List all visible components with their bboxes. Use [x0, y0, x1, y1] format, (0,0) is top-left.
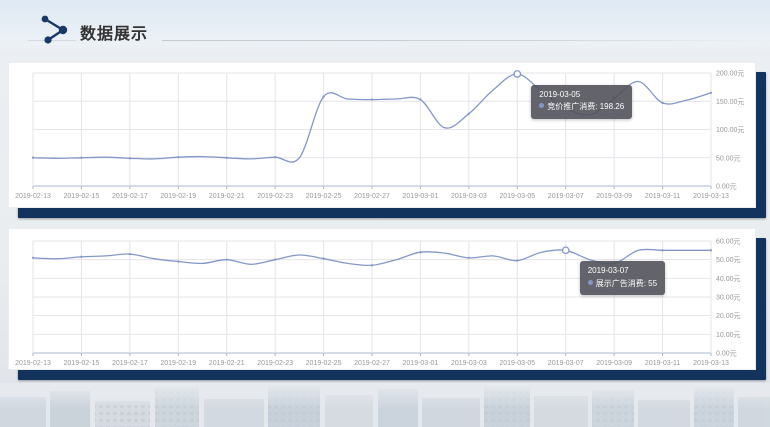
- tooltip-series-row: 展示广告消费: 55: [587, 278, 658, 290]
- data-point-dot: [322, 257, 325, 260]
- x-axis-tick-label: 2019-03-01: [403, 360, 439, 367]
- tooltip-date: 2019-03-07: [587, 266, 629, 276]
- header-divider-left: [28, 40, 76, 41]
- chart-tooltip: 2019-03-07 展示广告消费: 55: [579, 261, 666, 296]
- x-axis-tick-label: 2019-02-21: [209, 193, 245, 200]
- x-axis-tick-label: 2019-02-13: [15, 193, 51, 200]
- data-point-dot: [467, 256, 471, 259]
- data-point-dot: [516, 259, 519, 262]
- y-axis-tick-label: 20.00元: [716, 312, 741, 320]
- data-point-dot: [177, 155, 180, 159]
- data-point-dot: [225, 156, 228, 159]
- x-axis-tick-label: 2019-03-05: [499, 193, 535, 200]
- data-point-dot: [31, 156, 35, 159]
- y-axis-tick-label: 0.00元: [716, 350, 737, 358]
- y-axis-tick-label: 0.00元: [716, 183, 737, 191]
- x-axis-tick-label: 2019-02-27: [354, 193, 390, 200]
- data-point-dot: [128, 157, 132, 160]
- chart2-panel: 0.00元 10.00元 20.00元 30.00元 40.00元 50.00元 60.00…: [8, 228, 756, 370]
- x-axis-tick-label: 2019-03-13: [693, 360, 729, 367]
- data-point-dot: [419, 251, 422, 254]
- tooltip-series-value: 展示广告消费: 55: [595, 278, 658, 288]
- chart2-line-chart[interactable]: 0.00元 10.00元 20.00元 30.00元 40.00元 50.00元 60.00…: [9, 229, 755, 369]
- hover-marker: [513, 70, 522, 78]
- data-point-dot: [128, 252, 132, 256]
- x-axis-tick-label: 2019-02-17: [112, 193, 148, 200]
- page-header: 数据展示: [0, 0, 770, 56]
- header-divider: [162, 40, 758, 41]
- polyline-nodes-icon: [41, 15, 68, 44]
- y-axis-tick-label: 10.00元: [716, 331, 741, 339]
- x-axis-tick-label: 2019-03-01: [403, 193, 439, 200]
- x-axis-tick-label: 2019-02-19: [160, 193, 196, 200]
- data-point-dot: [467, 112, 471, 115]
- y-axis-tick-label: 100.00元: [716, 126, 744, 134]
- chart-svg: 0.00元 10.00元 20.00元 30.00元 40.00元 50.00元 60.00…: [15, 238, 741, 368]
- x-axis-tick-label: 2019-02-23: [257, 360, 293, 367]
- x-axis-tick-label: 2019-03-03: [451, 360, 487, 367]
- data-point-dot: [370, 98, 374, 101]
- x-axis-tick-label: 2019-02-17: [112, 360, 148, 367]
- series-dot-icon: [587, 279, 593, 285]
- data-point-dot: [80, 255, 83, 259]
- x-axis-tick-label: 2019-02-21: [209, 360, 245, 367]
- x-axis-tick-label: 2019-02-27: [354, 360, 390, 367]
- x-axis-tick-label: 2019-03-11: [645, 193, 680, 200]
- y-axis-tick-label: 40.00元: [716, 275, 741, 283]
- x-axis-tick-label: 2019-03-03: [451, 193, 487, 200]
- y-axis-tick-label: 30.00元: [716, 294, 741, 302]
- chart-tooltip: 2019-03-05 竞价推广消费: 198.26: [531, 84, 633, 119]
- y-axis-tick-label: 50.00元: [716, 256, 741, 264]
- y-axis-tick-label: 50.00元: [716, 154, 741, 162]
- data-point-dot: [709, 91, 713, 94]
- x-axis-tick-label: 2019-02-19: [160, 360, 196, 367]
- x-axis-tick-label: 2019-03-11: [645, 360, 680, 367]
- data-point-dot: [709, 249, 713, 252]
- x-axis-tick-label: 2019-03-05: [499, 360, 535, 367]
- x-axis-tick-label: 2019-03-07: [548, 360, 584, 367]
- x-axis-tick-label: 2019-03-07: [548, 193, 584, 200]
- data-point-dot: [370, 264, 374, 267]
- data-point-dot: [80, 156, 83, 159]
- data-point-dot: [419, 98, 422, 101]
- x-axis-tick-label: 2019-03-09: [596, 360, 632, 367]
- x-axis-tick-label: 2019-02-15: [64, 193, 100, 200]
- chart-svg: 0.00元 50.00元 100.00元 150.00元 200.00元 2019-02-…: [15, 70, 744, 201]
- x-axis-tick-label: 2019-02-25: [306, 193, 342, 200]
- data-point-dot: [661, 101, 664, 105]
- x-axis-tick-label: 2019-02-13: [15, 360, 51, 367]
- x-axis-tick-label: 2019-02-15: [64, 360, 100, 367]
- data-point-dot: [273, 155, 277, 159]
- tooltip-series-row: 竞价推广消费: 198.26: [539, 101, 624, 113]
- data-point-dot: [177, 260, 180, 263]
- chart1-line-chart[interactable]: 0.00元 50.00元 100.00元 150.00元 200.00元 2019-02-…: [9, 63, 755, 207]
- x-axis-tick-label: 2019-03-13: [693, 193, 729, 200]
- x-axis-tick-label: 2019-03-09: [596, 193, 632, 200]
- y-axis-tick-label: 150.00元: [716, 98, 744, 106]
- data-point-dot: [273, 258, 277, 261]
- hover-marker: [561, 246, 570, 255]
- page-title: 数据展示: [80, 26, 149, 43]
- data-point-dot: [225, 258, 228, 261]
- data-point-dot: [31, 256, 35, 259]
- y-axis-tick-label: 60.00元: [716, 238, 741, 246]
- x-axis-tick-label: 2019-02-23: [257, 193, 293, 200]
- series-dot-icon: [539, 103, 545, 109]
- chart1-panel: 0.00元 50.00元 100.00元 150.00元 200.00元 2019-02-…: [8, 62, 756, 208]
- data-point-dot: [661, 249, 664, 252]
- tooltip-series-value: 竞价推广消费: 198.26: [547, 102, 625, 112]
- y-axis-tick-label: 200.00元: [716, 70, 744, 78]
- cityscape-image: [0, 383, 770, 427]
- data-point-dot: [322, 95, 325, 98]
- tooltip-date: 2019-03-05: [539, 89, 581, 99]
- x-axis-tick-label: 2019-02-25: [306, 360, 342, 367]
